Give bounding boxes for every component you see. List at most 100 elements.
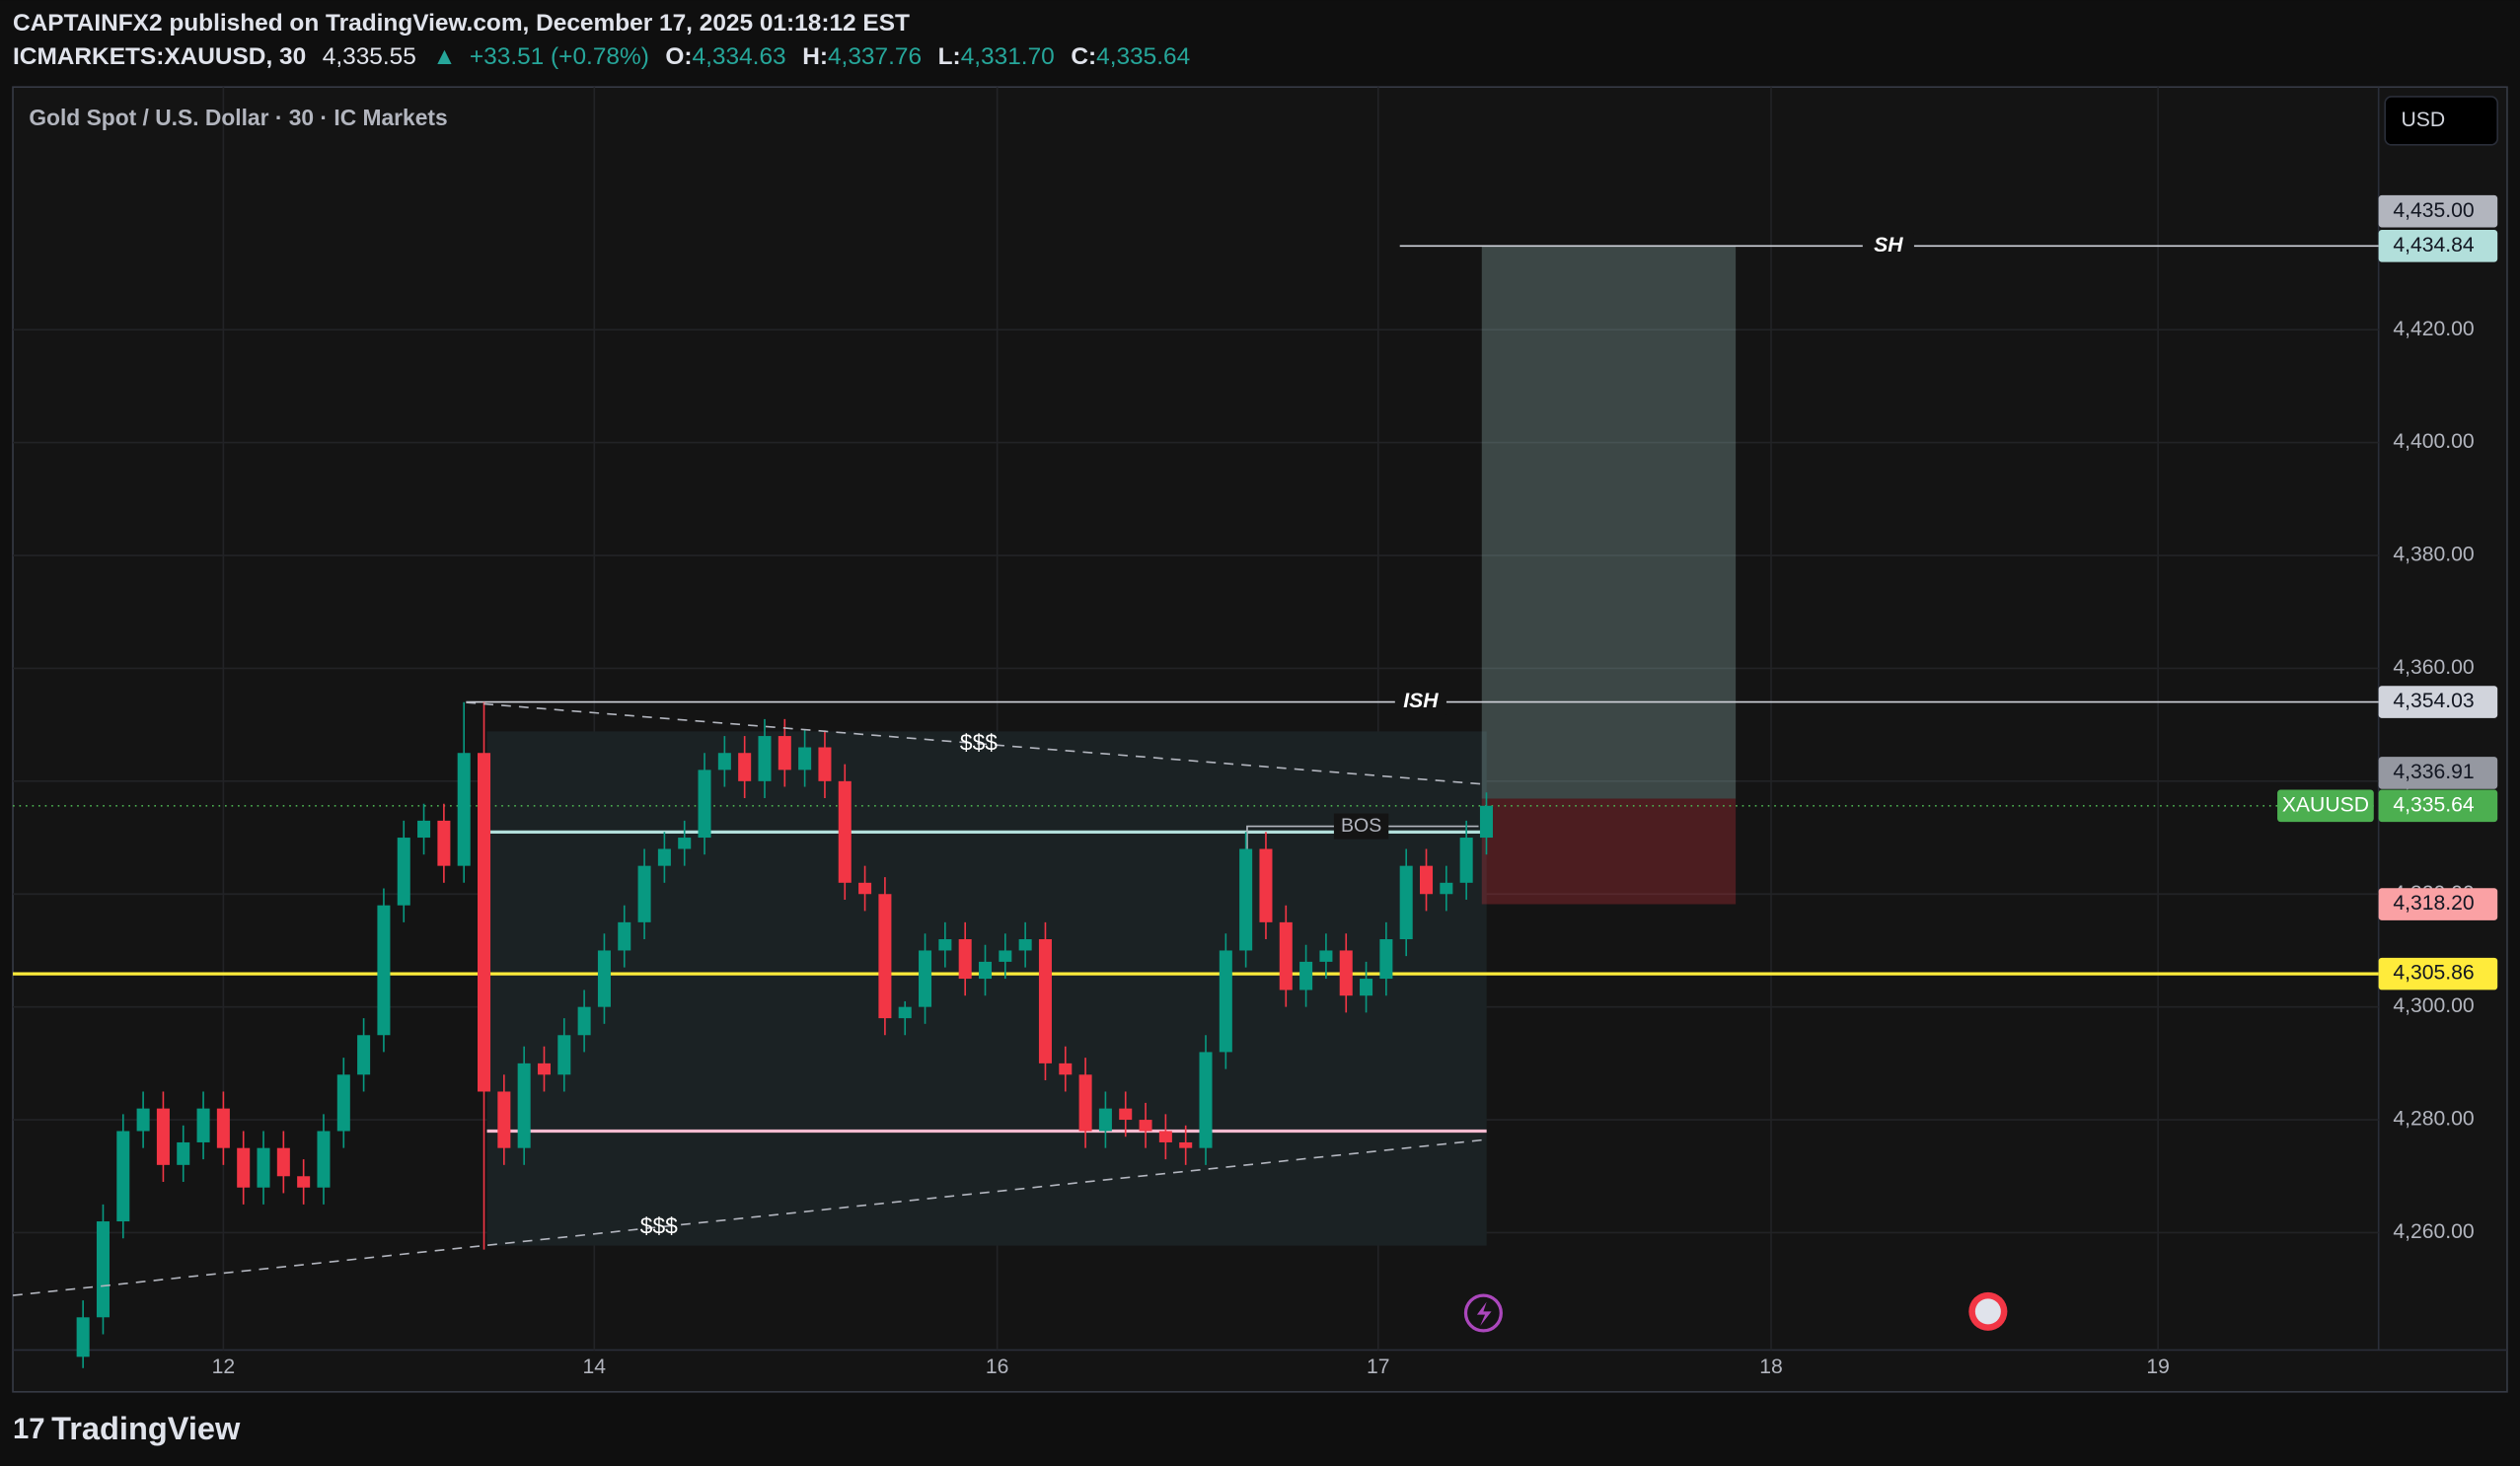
candle-body [1078,1074,1092,1132]
candle-body [618,921,631,951]
o-label: O: [665,43,692,70]
candle-body [838,780,852,883]
symbol-tag: XAUUSD [2282,793,2369,816]
candle-body [136,1108,150,1132]
candle-body [657,848,671,866]
candle-body [1179,1141,1193,1148]
candle-body [1219,950,1232,1053]
candle-body [478,753,491,1092]
candle-body [196,1108,210,1142]
x-tick-label: 19 [2146,1356,2170,1378]
price-label: 4,354.03 [2393,690,2474,712]
position-stop-zone [1481,798,1737,905]
candle-body [958,939,972,980]
candle-body [798,747,812,770]
candle-body [938,939,952,951]
candle-body [978,961,993,980]
candle-body [1339,950,1353,996]
candle-body [1319,950,1333,962]
candle-body [738,753,752,781]
bos-line [1246,825,1479,855]
price-label: 4,305.86 [2393,962,2474,985]
c: 4,335.64 [1096,43,1190,70]
candle-body [116,1131,130,1222]
level-label: ISH [1403,690,1439,712]
candle-body [497,1091,511,1148]
event-icon-bolt [1476,1301,1492,1327]
candle-body [557,1035,571,1075]
candle-body [1440,882,1453,895]
candle-body [1379,939,1393,980]
trendline-upper [466,701,1487,785]
candle-body [1419,865,1434,895]
price-label: 4,435.00 [2393,199,2474,222]
bos-label-bg [1333,813,1389,840]
x-tick-label: 14 [583,1356,607,1378]
candle-body [898,1006,912,1019]
level-label: SH [1874,234,1903,257]
l-label: L: [938,43,961,70]
candle-body [156,1108,170,1165]
price-label-bg [2378,888,2498,920]
candle-body [1038,939,1052,1063]
change: +33.51 (+0.78%) [470,43,649,70]
candle-body [919,950,932,1007]
candle-body [517,1063,531,1148]
price-label-bg [2378,686,2498,718]
price-label: 4,434.84 [2393,234,2475,257]
candle-body [1360,979,1373,996]
candle-body [1279,921,1293,990]
candle-body [1399,865,1413,940]
candle-body [1259,848,1273,922]
candle-body [317,1131,331,1188]
candle-body [237,1147,251,1188]
candle-body [717,753,731,770]
h: 4,337.76 [828,43,922,70]
currency[interactable]: USD [2401,109,2445,131]
candle-body [1239,848,1253,951]
y-tick-label: 4,260.00 [2393,1220,2474,1243]
event-icon[interactable] [1463,1293,1503,1333]
symbol-tag-bg [2277,789,2374,823]
y-tick-label: 4,280.00 [2393,1108,2474,1131]
candle-body [758,736,772,781]
candle-body [999,950,1012,962]
y-tick-label: 4,400.00 [2393,430,2474,453]
level-label-bg [1862,233,1914,259]
candle-body [437,820,451,866]
level-label-bg [1394,689,1446,715]
candle-body [417,820,431,839]
liquidity-label: $$$ [640,1213,678,1239]
price-label-bg [2378,957,2498,990]
candle-body [637,865,651,922]
candle-body [1299,961,1313,990]
price-label-bg [2378,757,2498,789]
candle-body [397,838,410,906]
candle-body [1479,805,1493,839]
candle-body [357,1035,371,1075]
x-tick-label: 17 [1367,1356,1390,1378]
candle-body [336,1074,350,1132]
brand: TradingView [51,1411,241,1446]
price-label: 4,335.64 [2393,793,2475,816]
candle-body [1139,1120,1152,1132]
candle-body [778,736,791,770]
candle-body [537,1063,551,1075]
candle-body [96,1221,110,1318]
candle-body [76,1317,90,1357]
bos-label: BOS [1341,815,1381,837]
candle-body [1018,939,1032,951]
o: 4,334.63 [693,43,786,70]
chart-title: Gold Spot / U.S. Dollar · 30 · IC Market… [29,105,447,130]
y-tick-label: 4,420.00 [2393,318,2474,340]
logo: 17 [13,1413,45,1445]
position-target-zone [1481,246,1737,799]
currency-button[interactable] [2384,96,2499,146]
candle-body [597,950,611,1007]
price-label: 4,318.20 [2393,892,2474,915]
candle-body [858,882,872,895]
candle-body [1158,1131,1172,1142]
y-tick-label: 4,360.00 [2393,656,2474,679]
candle-body [1119,1108,1133,1121]
